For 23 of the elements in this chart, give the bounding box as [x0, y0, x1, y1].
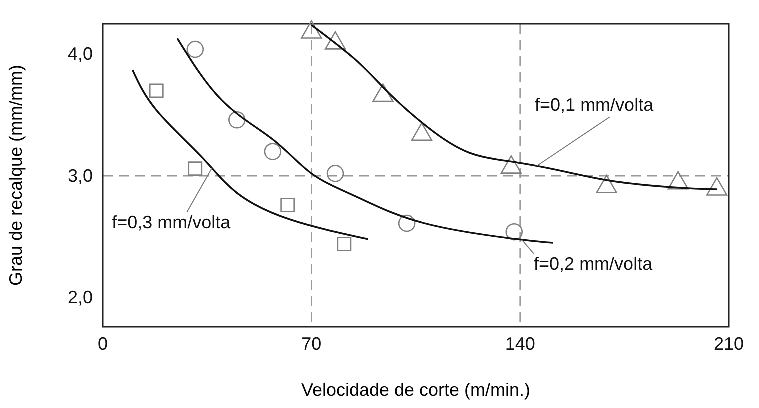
point — [280, 198, 295, 212]
point — [372, 84, 394, 102]
point — [301, 20, 322, 39]
point — [398, 214, 416, 232]
point — [326, 165, 344, 182]
x-tick-label: 210 — [714, 334, 744, 354]
point — [506, 223, 523, 241]
y-tick-label: 2,0 — [68, 288, 93, 308]
point — [188, 162, 203, 176]
point — [411, 122, 433, 142]
y-tick-label: 3,0 — [68, 166, 93, 186]
series-label: f=0,2 mm/volta — [534, 254, 654, 274]
x-axis-title: Velocidade de corte (m/min.) — [301, 380, 531, 400]
x-tick-label: 70 — [302, 334, 322, 354]
y-tick-label: 4,0 — [68, 44, 93, 64]
series-label: f=0,3 mm/volta — [112, 212, 232, 232]
x-tick-label: 140 — [505, 334, 536, 354]
y-axis-title: Grau de recalque (mm/mm) — [6, 64, 26, 286]
text: f=0,1 mm/volta — [535, 95, 655, 116]
point — [264, 143, 282, 160]
point — [324, 31, 346, 50]
x-tick-label: 0 — [98, 334, 108, 354]
point — [337, 237, 352, 252]
